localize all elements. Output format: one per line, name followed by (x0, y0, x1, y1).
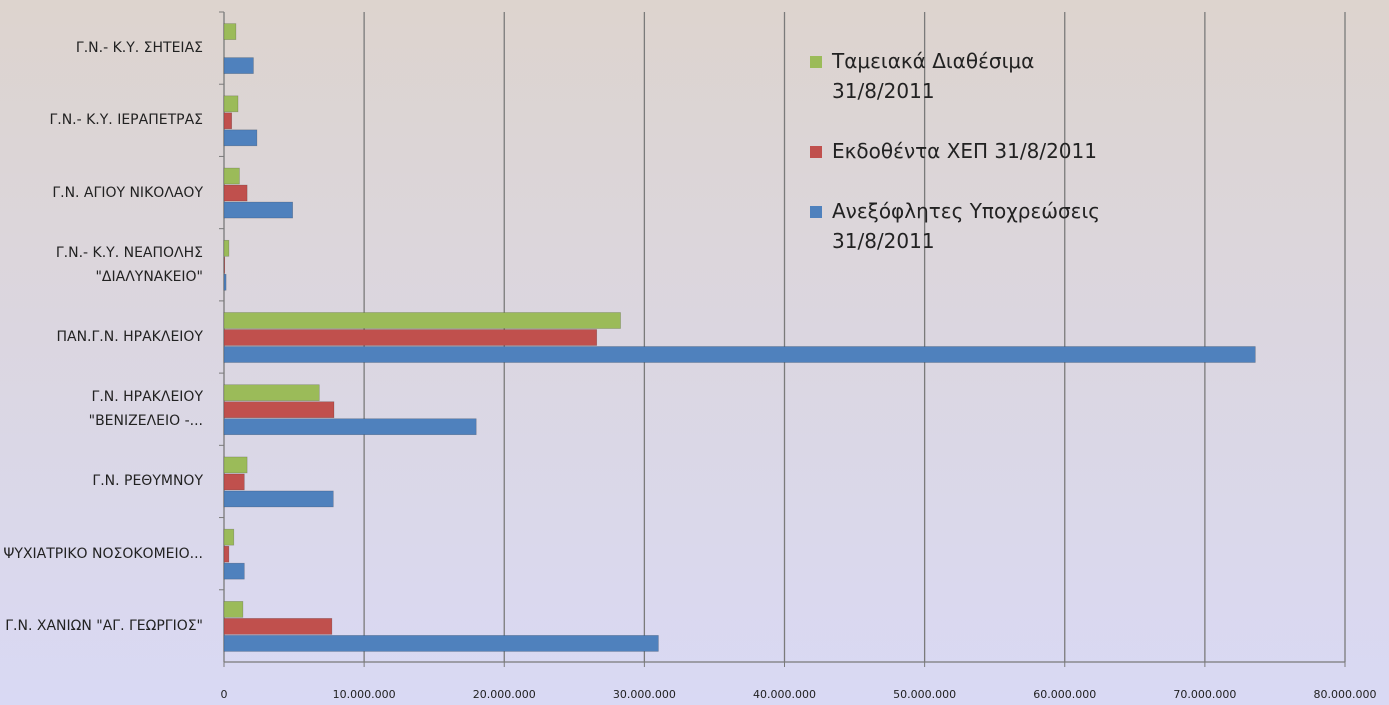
bar (223, 401, 335, 419)
y-tick-label: Γ.Ν. ΡΕΘΥΜΝΟΥ (92, 473, 203, 490)
x-tick-label: 70.000.000 (1173, 688, 1237, 701)
x-tick-label: 20.000.000 (472, 688, 536, 701)
bar (223, 57, 254, 74)
y-tick-label: Γ.Ν. ΗΡΑΚΛΕΙΟΥ "ΒΕΝΙΖΕΛΕΙΟ -... (88, 389, 203, 430)
x-tick-label: 30.000.000 (612, 688, 676, 701)
y-tick-label: Γ.Ν.- Κ.Υ. ΣΗΤΕΙΑΣ (75, 40, 203, 57)
bar (223, 184, 248, 202)
bar (223, 618, 333, 635)
x-tick-label: 0 (220, 688, 228, 701)
bar (223, 473, 245, 491)
bar (223, 167, 240, 185)
y-tick-label: Γ.Ν. ΑΓΙΟΥ ΝΙΚΟΛΑΟΥ (52, 184, 203, 201)
bar (223, 562, 245, 580)
x-tick-label: 10.000.000 (332, 688, 396, 701)
y-tick-label: Γ.Ν. ΧΑΝΙΩΝ "ΑΓ. ΓΕΩΡΓΙΟΣ" (5, 617, 203, 634)
bar (223, 635, 659, 652)
bar (223, 239, 230, 257)
x-tick-label: 40.000.000 (753, 688, 816, 701)
y-tick-label: Γ.Ν.- Κ.Υ. ΙΕΡΑΠΕΤΡΑΣ (49, 112, 203, 129)
legend-label: Ταμειακά Διαθέσιμα 31/8/2011 (832, 49, 1035, 103)
bar (223, 273, 227, 291)
bar (223, 312, 621, 329)
bar (223, 112, 233, 130)
bar (223, 95, 239, 113)
y-tick-label: Γ.Ν.- Κ.Υ. ΝΕΑΠΟΛΗΣ "ΔΙΑΛΥΝΑΚΕΙΟ" (55, 244, 203, 285)
bar (223, 456, 248, 474)
bar (223, 490, 334, 508)
legend-label: Ανεξόφλητες Υποχρεώσεις 31/8/2011 (832, 199, 1100, 253)
bar (223, 384, 320, 402)
x-tick-label: 60.000.000 (1033, 688, 1097, 701)
bar (223, 418, 477, 436)
bar (223, 528, 235, 546)
legend-entry: Εκδοθέντα ΧΕΠ 31/8/2011 (810, 136, 1150, 166)
x-tick-label: 50.000.000 (893, 688, 957, 701)
bar (223, 545, 230, 563)
bar (223, 346, 1256, 363)
bar (223, 23, 237, 40)
bar (223, 129, 258, 147)
legend-swatch (810, 146, 822, 158)
legend-label: Εκδοθέντα ΧΕΠ 31/8/2011 (832, 139, 1097, 163)
y-tick-label: ΠΑΝ.Γ.Ν. ΗΡΑΚΛΕΙΟΥ (56, 328, 203, 345)
legend-swatch (810, 56, 822, 68)
legend-entry: Ταμειακά Διαθέσιμα 31/8/2011 (810, 46, 1150, 106)
bar (223, 329, 598, 346)
legend-swatch (810, 206, 822, 218)
bar (223, 201, 293, 219)
y-tick-label: ΨΥΧΙΑΤΡΙΚΟ ΝΟΣΟΚΟΜΕΙΟ... (3, 545, 203, 562)
legend: Ταμειακά Διαθέσιμα 31/8/2011 Εκδοθέντα ΧΕ… (810, 46, 1150, 286)
legend-entry: Ανεξόφλητες Υποχρεώσεις 31/8/2011 (810, 196, 1150, 256)
x-tick-label: 80.000.000 (1313, 688, 1377, 701)
bar (223, 601, 244, 618)
bar (223, 256, 226, 274)
